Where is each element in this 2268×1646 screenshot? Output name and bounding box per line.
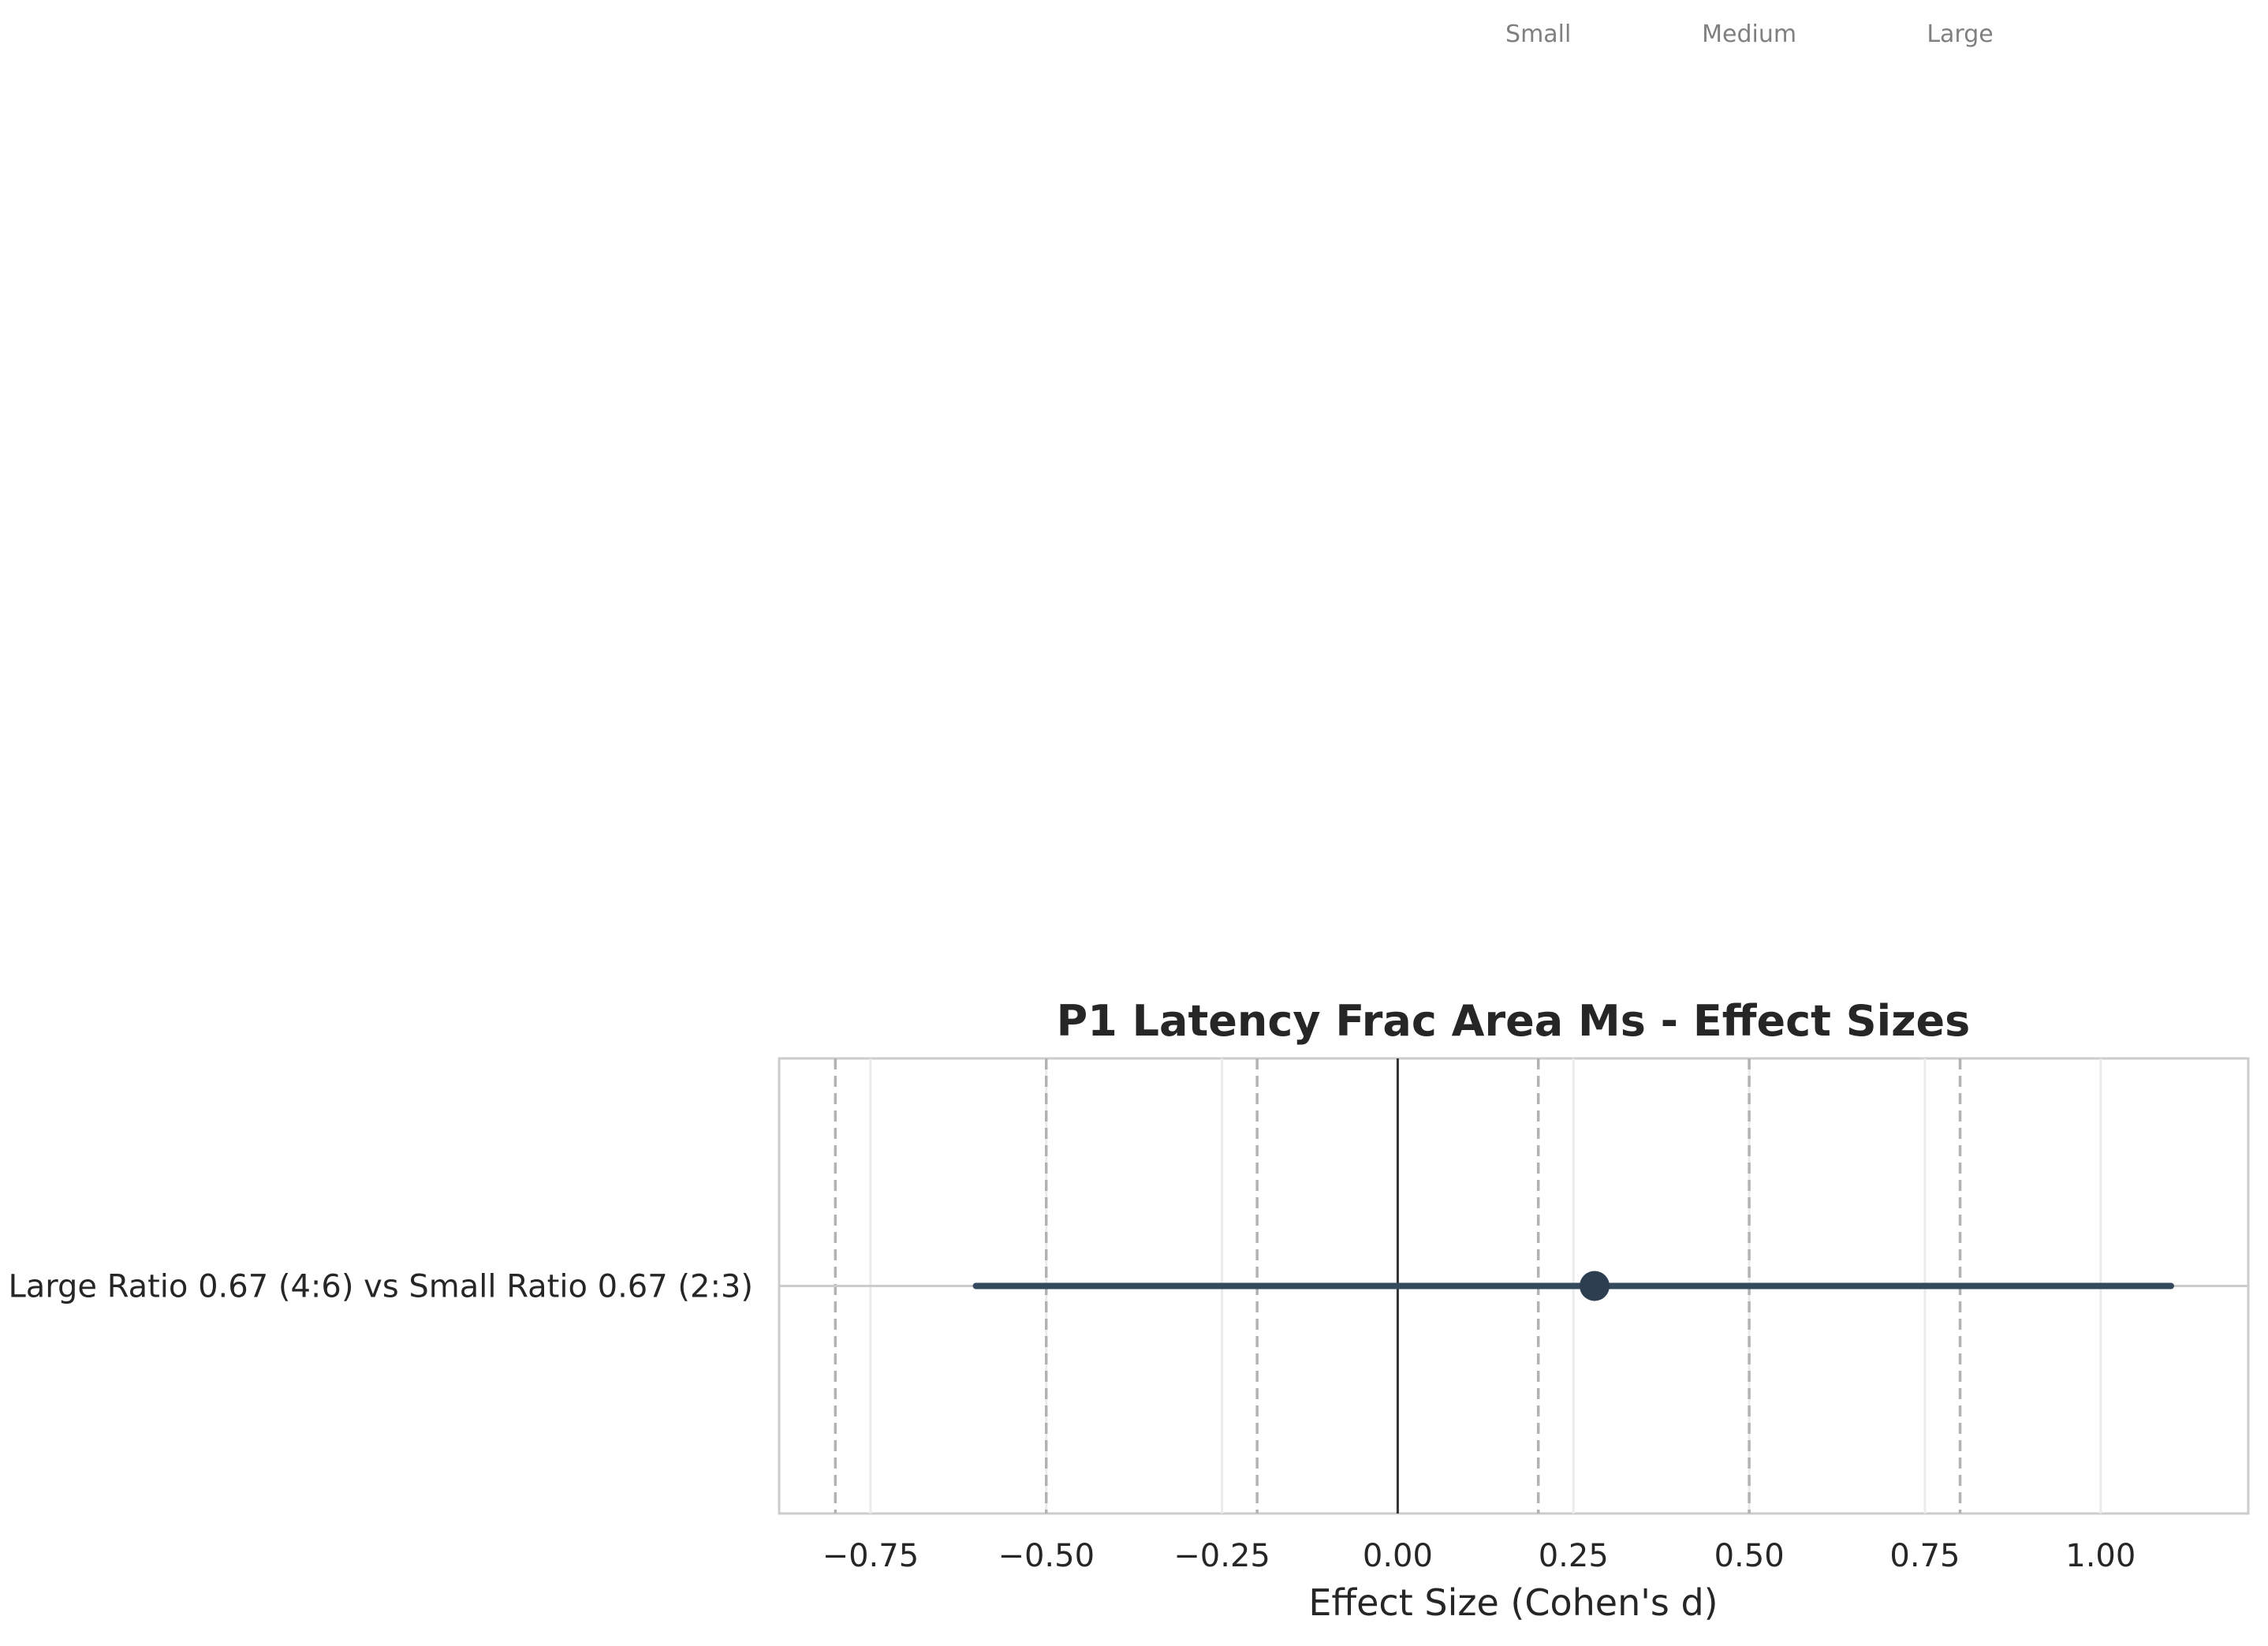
comparison-rows: Large Ratio 0.67 (4:6) vs Small Ratio 0.… [8,1269,2248,1305]
reference-label: Medium [1702,21,1796,48]
x-axis-label: Effect Size (Cohen's d) [1308,1581,1718,1624]
chart-title: P1 Latency Frac Area Ms - Effect Sizes [1057,996,1971,1046]
x-tick-label: 0.75 [1889,1538,1960,1574]
reference-label: Large [1927,21,1993,48]
effect-size-point [1580,1271,1610,1301]
comparison-label: Large Ratio 0.67 (4:6) vs Small Ratio 0.… [8,1269,753,1305]
x-tick-label: 1.00 [2065,1538,2136,1574]
x-tick-label: −0.50 [998,1538,1095,1574]
x-tick-label: 0.00 [1363,1538,1433,1574]
x-tick-labels: −0.75 −0.50 −0.25 0.00 0.25 0.50 0.75 1.00 [823,1538,2136,1574]
x-tick-label: 0.25 [1539,1538,1609,1574]
x-tick-label: −0.25 [1173,1538,1270,1574]
x-tick-label: 0.50 [1714,1538,1785,1574]
x-tick-label: −0.75 [823,1538,920,1574]
reference-label: Small [1505,21,1571,48]
reference-labels: Small Medium Large [1505,21,1994,48]
